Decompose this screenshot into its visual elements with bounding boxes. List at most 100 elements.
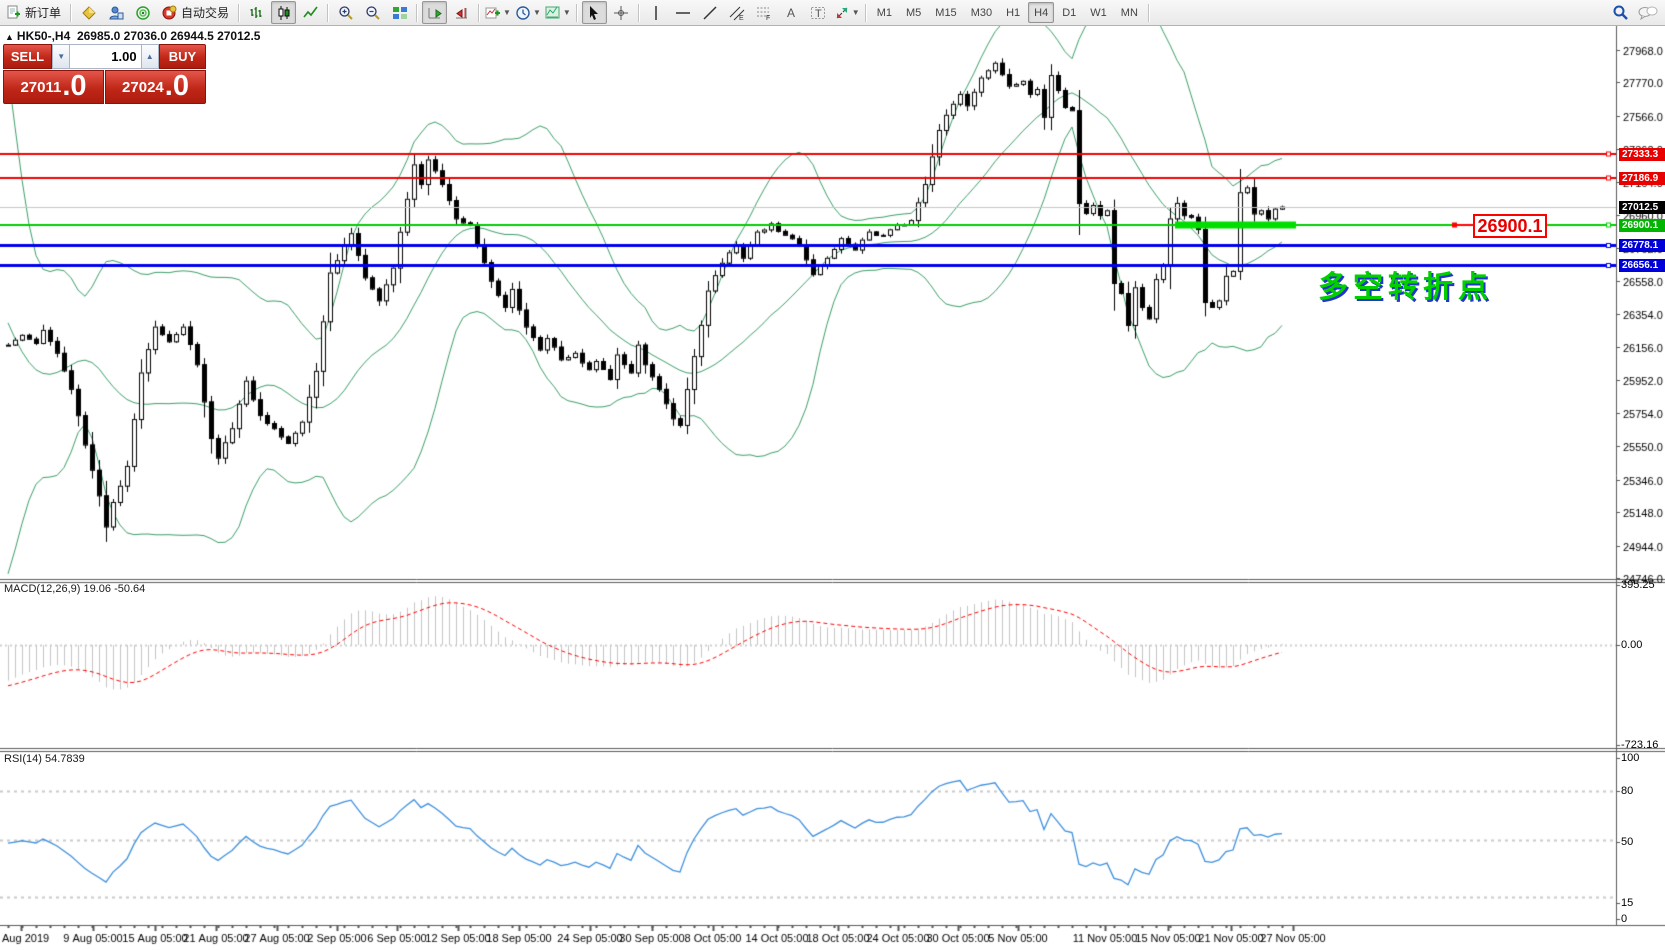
cursor-icon bbox=[586, 5, 602, 21]
chart-title-ohlc: 26985.0 27036.0 26944.5 27012.5 bbox=[76, 29, 261, 43]
crosshair-button[interactable] bbox=[609, 1, 634, 24]
axis-price-tag[interactable]: 27333.3 bbox=[1619, 148, 1665, 161]
search-icon bbox=[1612, 4, 1629, 21]
text-icon: A bbox=[783, 5, 799, 21]
timeframe-bar: M1 M5 M15 M30 H1 H4 D1 W1 MN bbox=[870, 2, 1145, 23]
dropdown-caret-icon: ▼ bbox=[851, 8, 860, 17]
periods-button[interactable]: ▼ bbox=[514, 1, 542, 24]
text-button[interactable]: A bbox=[779, 1, 804, 24]
vertical-line-icon bbox=[648, 5, 664, 21]
one-click-trading-panel: SELL ▼ 1.00 ▲ BUY 27011 .0 27024 .0 bbox=[3, 44, 206, 105]
chat-icon bbox=[1638, 5, 1658, 21]
navigator-button[interactable] bbox=[76, 1, 101, 24]
indicators-button[interactable]: ▼ bbox=[484, 1, 512, 24]
macd-value-signal: -50.64 bbox=[114, 583, 146, 595]
chart-shift-button[interactable] bbox=[449, 1, 474, 24]
channel-icon: E bbox=[729, 5, 745, 21]
arrows-button[interactable]: ▼ bbox=[833, 1, 861, 24]
dropdown-caret-icon: ▼ bbox=[532, 8, 541, 17]
buy-price-frac: .0 bbox=[164, 70, 189, 102]
axis-price-tag[interactable]: 27012.5 bbox=[1619, 201, 1665, 214]
indicator-axis-label: 0 bbox=[1621, 913, 1628, 925]
timeframe-button-H1[interactable]: H1 bbox=[1006, 6, 1021, 19]
buy-price-main: 27024 bbox=[122, 79, 164, 96]
zoom-in-icon bbox=[338, 5, 354, 21]
vertical-line-button[interactable] bbox=[644, 1, 669, 24]
svg-text:A: A bbox=[787, 6, 795, 20]
buy-button[interactable]: BUY bbox=[158, 44, 206, 69]
arrows-icon bbox=[834, 5, 850, 21]
svg-text:T: T bbox=[815, 8, 822, 20]
sell-price-main: 27011 bbox=[20, 79, 62, 96]
tile-windows-button[interactable] bbox=[387, 1, 412, 24]
tile-windows-icon bbox=[392, 5, 408, 21]
sell-price-frac: .0 bbox=[62, 70, 87, 102]
chart-shift-icon bbox=[454, 5, 470, 21]
volume-decrease-button[interactable]: ▼ bbox=[52, 44, 71, 69]
timeframe-button-W1[interactable]: W1 bbox=[1090, 6, 1107, 19]
auto-scroll-button[interactable] bbox=[422, 1, 448, 24]
spinner-down-icon: ▼ bbox=[57, 52, 66, 61]
text-label-button[interactable]: T bbox=[806, 1, 831, 24]
svg-text:F: F bbox=[766, 15, 770, 21]
bar-chart-button[interactable] bbox=[244, 1, 269, 24]
sell-button[interactable]: SELL bbox=[3, 44, 53, 69]
price-line-tag[interactable]: 26900.1 bbox=[1473, 214, 1547, 238]
timeframe-button-M5[interactable]: M5 bbox=[906, 6, 922, 19]
macd-info: MACD(12,26,9) 19.06 -50.64 bbox=[4, 583, 145, 595]
horizontal-line-button[interactable] bbox=[671, 1, 696, 24]
indicators-icon bbox=[485, 5, 501, 21]
chart-title-symbol: HK50-,H4 bbox=[16, 29, 71, 43]
cursor-button[interactable] bbox=[581, 1, 607, 24]
chart-annotation[interactable]: 多空转折点 bbox=[1318, 271, 1493, 304]
timeframe-button-M30[interactable]: M30 bbox=[970, 6, 993, 19]
macd-value-main: 19.06 bbox=[83, 583, 112, 595]
chart-title: ▲ HK50-,H4 26985.0 27036.0 26944.5 27012.… bbox=[5, 29, 260, 43]
new-order-label: 新订单 bbox=[25, 6, 62, 20]
zoom-in-button[interactable] bbox=[333, 1, 358, 24]
crosshair-icon bbox=[613, 5, 629, 21]
templates-button[interactable]: ▼ bbox=[544, 1, 572, 24]
axis-price-tag[interactable]: 26900.1 bbox=[1619, 219, 1665, 232]
sell-price[interactable]: 27011 .0 bbox=[3, 70, 104, 104]
dropdown-caret-icon: ▼ bbox=[562, 8, 571, 17]
dropdown-caret-icon: ▼ bbox=[503, 8, 511, 17]
chart-window: ▲ HK50-,H4 26985.0 27036.0 26944.5 27012.… bbox=[0, 26, 1665, 950]
indicator-axis-label: 50 bbox=[1621, 836, 1634, 848]
rsi-name: RSI(14) bbox=[4, 753, 42, 765]
trendline-button[interactable] bbox=[698, 1, 723, 24]
volume-increase-button[interactable]: ▲ bbox=[140, 44, 159, 69]
axis-price-tag[interactable]: 26778.1 bbox=[1619, 239, 1665, 252]
zoom-out-button[interactable] bbox=[360, 1, 385, 24]
svg-text:E: E bbox=[739, 15, 744, 21]
timeframe-button-M15[interactable]: M15 bbox=[935, 6, 957, 19]
indicator-axis-label: 0.00 bbox=[1621, 639, 1643, 651]
volume-input[interactable]: 1.00 bbox=[70, 44, 141, 69]
person-icon bbox=[108, 5, 124, 21]
spinner-up-icon: ▲ bbox=[145, 52, 154, 61]
clock-icon bbox=[515, 5, 531, 21]
line-chart-button[interactable] bbox=[298, 1, 323, 24]
axis-price-tag[interactable]: 27186.9 bbox=[1619, 172, 1665, 185]
autotrading-button[interactable]: 自动交易 bbox=[157, 1, 234, 24]
new-order-icon bbox=[6, 5, 21, 20]
autotrading-label: 自动交易 bbox=[181, 6, 230, 20]
text-label-icon: T bbox=[810, 5, 826, 21]
timeframe-button-H4[interactable]: H4 bbox=[1028, 2, 1055, 23]
buy-price[interactable]: 27024 .0 bbox=[105, 70, 206, 104]
timeframe-button-M1[interactable]: M1 bbox=[876, 6, 892, 19]
axis-price-tag[interactable]: 26656.1 bbox=[1619, 259, 1665, 272]
timeframe-button-MN[interactable]: MN bbox=[1120, 6, 1138, 19]
fibonacci-button[interactable]: F bbox=[752, 1, 777, 24]
timeframe-button-D1[interactable]: D1 bbox=[1062, 6, 1077, 19]
signal-button[interactable] bbox=[130, 1, 155, 24]
indicator-axis-label: 80 bbox=[1621, 785, 1634, 797]
profile-button[interactable] bbox=[103, 1, 128, 24]
channel-button[interactable]: E bbox=[725, 1, 750, 24]
chart-canvas[interactable] bbox=[0, 26, 1665, 950]
candle-chart-button[interactable] bbox=[271, 1, 297, 24]
bar-chart-icon bbox=[249, 5, 265, 21]
search-button[interactable] bbox=[1608, 1, 1633, 24]
chat-button[interactable] bbox=[1635, 1, 1660, 24]
new-order-button[interactable]: 新订单 bbox=[1, 1, 66, 24]
